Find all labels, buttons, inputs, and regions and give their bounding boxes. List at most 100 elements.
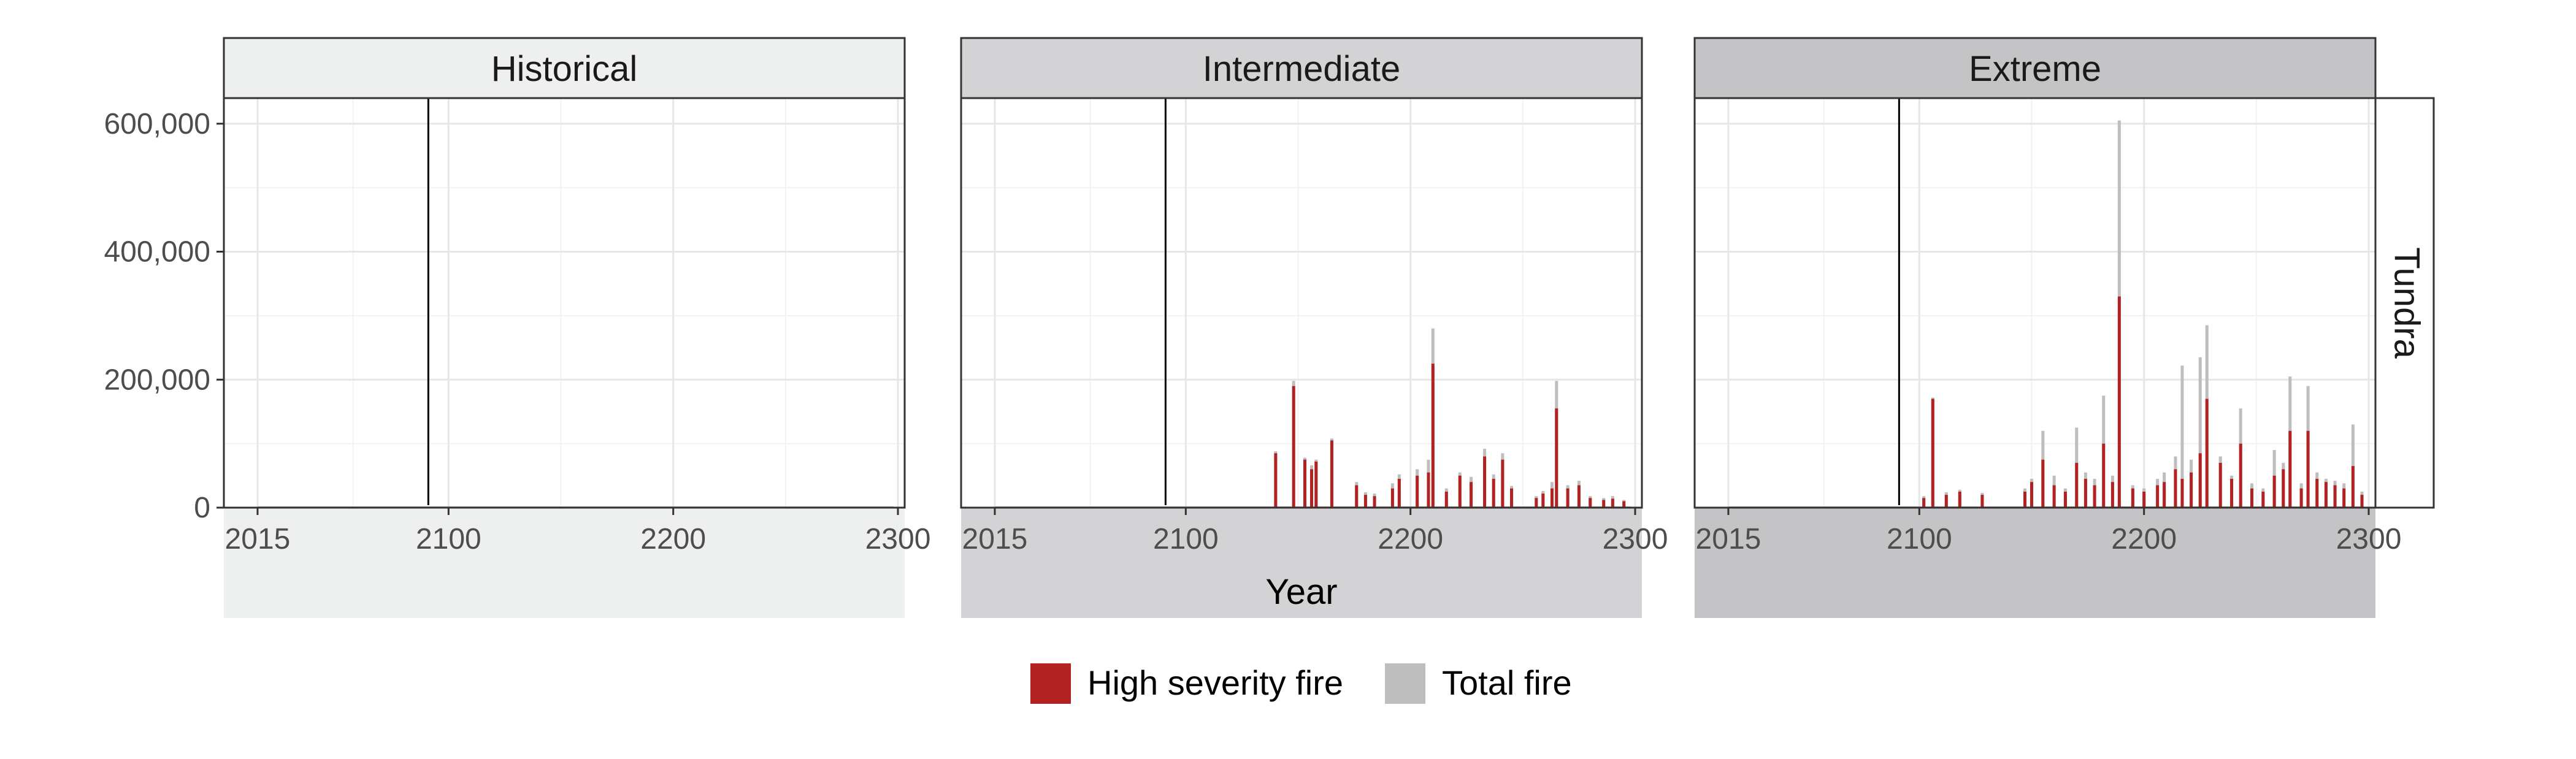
bar-high-severity — [2075, 462, 2079, 508]
legend-label: Total fire — [1442, 663, 1572, 702]
x-tick-label: 2100 — [1887, 523, 1952, 555]
legend: High severity fire Total fire — [1030, 663, 1572, 704]
bar-high-severity — [2324, 482, 2328, 508]
facet-strip — [1693, 37, 2377, 99]
x-tick-label: 2015 — [1696, 523, 1761, 555]
y-tick-label: 200,000 — [104, 364, 210, 396]
bar-high-severity — [1458, 475, 1462, 508]
x-tick-label: 2015 — [962, 523, 1028, 555]
bar-high-severity — [1566, 488, 1570, 508]
bar-high-severity — [1355, 485, 1359, 508]
bar-total — [2198, 357, 2202, 508]
bar-high-severity — [2205, 399, 2209, 508]
bar-high-severity — [1611, 498, 1614, 508]
panel-axis-band — [961, 508, 1642, 618]
x-tick-label: 2100 — [416, 523, 481, 555]
bar-high-severity — [1431, 364, 1435, 508]
bar-high-severity — [2041, 459, 2045, 508]
y-tick-label: 400,000 — [104, 236, 210, 269]
bar-high-severity — [1980, 495, 1984, 508]
bar-high-severity — [2117, 296, 2121, 508]
bar-high-severity — [2230, 479, 2234, 508]
bar-high-severity — [1303, 459, 1306, 508]
bar-high-severity — [1416, 475, 1419, 508]
bar-high-severity — [1483, 456, 1487, 508]
bar-high-severity — [2030, 482, 2034, 508]
x-tick-label: 2100 — [1153, 523, 1219, 555]
facet-strip-label: Historical — [491, 49, 638, 89]
bar-high-severity — [1492, 479, 1495, 508]
panel-intermediate: Intermediate 2015 2100 2200 2300 — [960, 37, 1668, 618]
bar-high-severity — [2288, 430, 2292, 508]
bar-high-severity — [1577, 485, 1581, 508]
bar-high-severity — [2052, 485, 2056, 508]
x-tick-label: 2300 — [1603, 523, 1668, 555]
panel-axis-band — [224, 508, 905, 618]
bar-high-severity — [2063, 491, 2067, 508]
bar-high-severity — [1589, 498, 1592, 508]
facet-strip — [960, 37, 1643, 99]
bar-high-severity — [2261, 491, 2265, 508]
bar-high-severity — [1550, 488, 1554, 508]
bar-high-severity — [1274, 453, 1278, 508]
x-tick-label: 2015 — [225, 523, 291, 555]
bar-high-severity — [1373, 496, 1376, 508]
bar-high-severity — [2218, 462, 2222, 508]
bar-high-severity — [2174, 469, 2177, 508]
bar-high-severity — [2282, 469, 2285, 508]
bar-high-severity — [1309, 469, 1313, 508]
row-strip-label: Tundra — [2387, 247, 2427, 359]
bar-high-severity — [2102, 443, 2106, 508]
bar-high-severity — [1501, 459, 1505, 508]
bar-high-severity — [1622, 501, 1626, 508]
bar-high-severity — [2360, 495, 2364, 508]
bar-high-severity — [2306, 430, 2310, 508]
bar-high-severity — [1330, 440, 1333, 508]
bar-high-severity — [2333, 485, 2337, 508]
x-tick-label: 2300 — [865, 523, 931, 555]
panel-extreme: Extreme 2015 2100 2200 2300 — [1693, 37, 2402, 618]
bar-high-severity — [2342, 488, 2346, 508]
bar-high-severity — [2131, 488, 2134, 508]
x-tick-label: 2200 — [2111, 523, 2177, 555]
bar-high-severity — [1470, 482, 1473, 508]
plot-background — [961, 98, 1642, 508]
bar-high-severity — [1363, 495, 1367, 508]
panel-axis-band — [1695, 508, 2375, 618]
bar-high-severity — [2272, 475, 2276, 508]
bar-high-severity — [1931, 399, 1934, 508]
bar-high-severity — [2250, 488, 2254, 508]
bar-high-severity — [2180, 479, 2184, 508]
facet-strip-label: Intermediate — [1203, 49, 1400, 89]
plot-background — [224, 98, 905, 508]
bar-high-severity — [2163, 482, 2166, 508]
bar-high-severity — [2299, 488, 2303, 508]
bar-high-severity — [1292, 386, 1295, 508]
bar-high-severity — [1958, 491, 1961, 508]
bar-high-severity — [2190, 472, 2193, 508]
x-tick-label: 2200 — [1378, 523, 1443, 555]
x-tick-label: 2300 — [2336, 523, 2402, 555]
bar-high-severity — [2093, 485, 2096, 508]
legend-key — [1385, 663, 1425, 704]
bar-high-severity — [2156, 485, 2160, 508]
facet-strip-label: Extreme — [1969, 49, 2101, 89]
legend-label: High severity fire — [1087, 663, 1343, 702]
bar-high-severity — [2198, 453, 2202, 508]
bar-high-severity — [1444, 491, 1448, 508]
bar-high-severity — [1535, 498, 1538, 508]
bar-high-severity — [2110, 482, 2114, 508]
bar-high-severity — [1944, 495, 1948, 508]
plot-background — [1695, 98, 2375, 508]
bar-high-severity — [2239, 443, 2242, 508]
bar-high-severity — [1555, 408, 1558, 508]
bar-high-severity — [2351, 466, 2355, 508]
panel-historical: Historical 2015 2100 2200 2300 0 200,000 400,00… — [104, 37, 931, 618]
bar-high-severity — [1427, 472, 1430, 508]
bar-high-severity — [1602, 500, 1606, 508]
bar-high-severity — [2023, 491, 2027, 508]
bar-high-severity — [2315, 479, 2319, 508]
bar-high-severity — [1922, 498, 1926, 508]
